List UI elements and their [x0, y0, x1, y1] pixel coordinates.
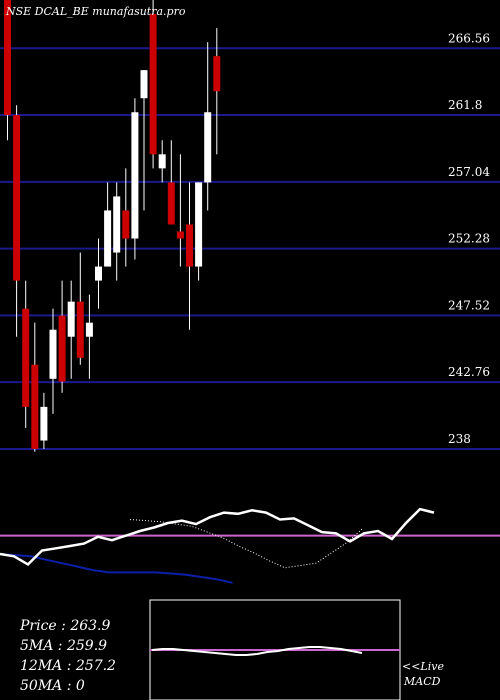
- candle-body-up: [104, 210, 112, 267]
- candle: [213, 28, 221, 155]
- indicator-panel: [0, 507, 500, 584]
- candle: [40, 392, 48, 449]
- candle: [149, 0, 157, 169]
- candle-body-up: [40, 406, 48, 441]
- macd-panel: [149, 599, 401, 700]
- chart-title: NSE DCAL_BE munafasutra.pro: [5, 5, 186, 18]
- candle: [85, 294, 93, 379]
- candle-body-down: [176, 231, 184, 239]
- candle: [176, 154, 184, 267]
- candle-body-up: [67, 301, 75, 337]
- candle: [13, 105, 21, 337]
- ma-blue-line: [0, 553, 233, 584]
- candle-body-up: [49, 329, 57, 379]
- candle: [186, 182, 193, 330]
- candle-body-up: [95, 266, 102, 281]
- stat-12ma: 12MA : 257.2: [20, 658, 116, 674]
- candle-body-up: [195, 182, 203, 267]
- candle-body-down: [13, 115, 21, 281]
- candle-body-down: [58, 315, 66, 382]
- grid-lines: [0, 47, 500, 450]
- candle: [67, 280, 75, 379]
- y-tick-label: 261.8: [448, 98, 482, 112]
- stat-price: Price : 263.9: [19, 618, 111, 634]
- candle: [104, 182, 112, 267]
- candle-body-down: [76, 301, 84, 358]
- candle-body-down: [186, 224, 193, 267]
- candle-body-up: [85, 322, 93, 337]
- stat-50ma: 50MA : 0: [20, 678, 85, 694]
- candle: [195, 182, 203, 281]
- y-tick-label: 266.56: [448, 31, 490, 45]
- candle: [76, 252, 84, 365]
- candle: [31, 322, 39, 452]
- y-tick-label: 247.52: [448, 298, 490, 312]
- stat-5ma: 5MA : 259.9: [20, 638, 107, 654]
- candle: [131, 98, 139, 260]
- candle: [167, 140, 175, 225]
- candlesticks: [4, 0, 221, 452]
- candle: [140, 70, 148, 211]
- candle: [22, 280, 30, 428]
- candle-body-down: [122, 210, 130, 239]
- candle: [113, 182, 121, 281]
- candle-body-up: [204, 112, 212, 183]
- candle: [4, 0, 11, 141]
- candle-body-down: [149, 14, 157, 155]
- candle-body-up: [158, 154, 166, 169]
- candle-body-up: [131, 112, 139, 239]
- y-tick-label: 242.76: [448, 365, 490, 379]
- candle-body-down: [213, 56, 221, 92]
- candle: [95, 238, 102, 309]
- macd-live-label: <<Live: [402, 660, 444, 673]
- candle-body-down: [22, 308, 30, 407]
- candle: [158, 140, 166, 183]
- candle-body-down: [31, 364, 39, 449]
- y-tick-label: 252.28: [448, 232, 490, 246]
- candle-body-down: [167, 182, 175, 225]
- y-tick-label: 238: [448, 432, 471, 446]
- ma-dotted-line: [129, 519, 363, 569]
- macd-label: MACD: [403, 675, 441, 688]
- candle: [58, 280, 66, 393]
- stats-block: Price : 263.9 5MA : 259.9 12MA : 257.2 5…: [19, 618, 116, 694]
- indicator-price-line: [0, 507, 435, 566]
- candle: [49, 308, 57, 414]
- candle-body-up: [113, 196, 121, 253]
- candle: [122, 168, 130, 267]
- candle: [204, 42, 212, 211]
- y-tick-label: 257.04: [448, 165, 490, 179]
- candle-body-up: [140, 70, 148, 99]
- macd-line: [151, 646, 363, 656]
- y-axis-tick-labels: 266.56 261.8 257.04 252.28 247.52 242.76 238: [448, 31, 490, 446]
- candle-body-down: [4, 0, 11, 116]
